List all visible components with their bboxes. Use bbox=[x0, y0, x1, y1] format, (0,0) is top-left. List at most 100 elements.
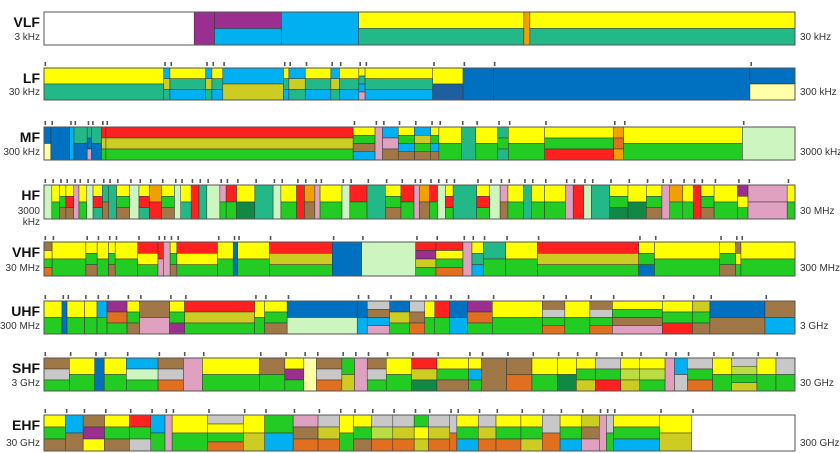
allocation-cell bbox=[65, 207, 74, 220]
allocation-cell bbox=[281, 11, 359, 46]
allocation-cell bbox=[205, 89, 213, 101]
boundary-tick bbox=[87, 121, 90, 125]
allocation-cell bbox=[411, 379, 438, 392]
band-name-label: MF bbox=[19, 129, 40, 145]
boundary-tick bbox=[590, 295, 592, 299]
allocation-cell bbox=[414, 151, 432, 161]
boundary-tick bbox=[52, 236, 55, 240]
boundary-tick bbox=[693, 179, 696, 183]
allocation-cell bbox=[184, 322, 255, 335]
allocation-cell bbox=[740, 241, 796, 260]
allocation-cell bbox=[639, 368, 666, 381]
allocation-cell bbox=[531, 374, 558, 392]
allocation-cell bbox=[499, 201, 509, 220]
allocation-cell bbox=[284, 368, 305, 381]
allocation-cell bbox=[429, 201, 438, 220]
allocation-cell bbox=[418, 201, 430, 220]
allocation-cell bbox=[382, 148, 399, 161]
allocation-cell bbox=[389, 300, 410, 313]
allocation-cell bbox=[449, 432, 458, 452]
allocation-cell bbox=[292, 426, 319, 440]
allocation-cell bbox=[161, 207, 175, 220]
boundary-tick bbox=[105, 409, 107, 413]
allocation-cell bbox=[589, 317, 613, 326]
boundary-tick bbox=[149, 179, 152, 183]
allocation-cell bbox=[43, 11, 195, 46]
boundary-tick bbox=[289, 62, 291, 66]
allocation-cell bbox=[581, 426, 600, 440]
allocation-cell bbox=[150, 432, 166, 452]
allocation-cell bbox=[400, 184, 415, 203]
band-end-frequency: 30 kHz bbox=[800, 32, 832, 43]
allocation-cell bbox=[435, 267, 464, 277]
allocation-cell bbox=[73, 126, 88, 144]
boundary-tick bbox=[163, 236, 166, 240]
band-name-label: HF bbox=[21, 187, 40, 203]
allocation-cell bbox=[157, 357, 184, 370]
boundary-tick bbox=[537, 236, 540, 240]
allocation-cell bbox=[219, 201, 227, 220]
allocation-cell bbox=[284, 379, 305, 392]
allocation-cell bbox=[61, 300, 68, 335]
allocation-cell bbox=[415, 267, 437, 277]
boundary-tick bbox=[237, 179, 239, 183]
allocation-cell bbox=[356, 300, 368, 318]
allocation-cell bbox=[612, 300, 663, 310]
allocation-cell bbox=[639, 379, 666, 392]
allocation-cell bbox=[366, 184, 386, 220]
allocation-cell bbox=[483, 258, 507, 277]
allocation-cell bbox=[129, 438, 152, 452]
allocation-cell bbox=[236, 184, 256, 203]
allocation-cell bbox=[397, 151, 415, 161]
allocation-cell bbox=[613, 126, 624, 139]
allocation-cell bbox=[341, 184, 351, 220]
allocation-cell bbox=[283, 78, 290, 90]
allocation-cell bbox=[505, 241, 538, 260]
allocation-cell bbox=[73, 143, 88, 161]
allocation-cell bbox=[254, 317, 265, 335]
allocation-cell bbox=[682, 201, 694, 220]
allocation-cell bbox=[468, 368, 482, 381]
allocation-cell bbox=[531, 357, 558, 375]
allocation-cell bbox=[700, 196, 715, 208]
boundary-tick bbox=[273, 179, 276, 183]
boundary-tick bbox=[74, 179, 76, 183]
band-name-label: VLF bbox=[13, 14, 40, 30]
boundary-tick bbox=[102, 179, 105, 183]
allocation-cell bbox=[385, 357, 412, 375]
allocation-cell bbox=[581, 438, 600, 452]
allocation-cell bbox=[349, 184, 368, 203]
allocation-cell bbox=[126, 379, 159, 392]
allocation-cell bbox=[243, 414, 265, 434]
boundary-tick bbox=[170, 295, 172, 299]
boundary-tick bbox=[212, 62, 215, 66]
boundary-tick bbox=[93, 179, 96, 183]
allocation-cell bbox=[51, 258, 87, 277]
allocation-cell bbox=[719, 264, 736, 277]
boundary-tick bbox=[445, 179, 448, 183]
boundary-tick bbox=[542, 295, 545, 299]
boundary-tick bbox=[293, 409, 296, 413]
allocation-cell bbox=[559, 438, 582, 452]
boundary-tick bbox=[350, 179, 352, 183]
allocation-cell bbox=[544, 148, 614, 161]
boundary-tick bbox=[269, 236, 272, 240]
band-outline bbox=[43, 241, 796, 277]
allocation-cell bbox=[505, 258, 538, 277]
allocation-cell bbox=[169, 78, 206, 90]
allocation-cell bbox=[682, 184, 694, 203]
boundary-tick bbox=[614, 121, 616, 125]
boundary-tick bbox=[732, 352, 734, 356]
boundary-tick bbox=[450, 295, 452, 299]
allocation-cell bbox=[713, 201, 738, 220]
boundary-tick bbox=[477, 179, 479, 183]
allocation-cell bbox=[382, 137, 399, 150]
boundary-tick bbox=[51, 121, 53, 125]
allocation-cell bbox=[414, 135, 432, 144]
allocation-cell bbox=[559, 414, 582, 428]
boundary-tick bbox=[390, 295, 392, 299]
allocation-cell bbox=[639, 357, 666, 370]
allocation-cell bbox=[190, 184, 200, 220]
boundary-tick bbox=[492, 295, 495, 299]
boundary-tick bbox=[654, 236, 657, 240]
